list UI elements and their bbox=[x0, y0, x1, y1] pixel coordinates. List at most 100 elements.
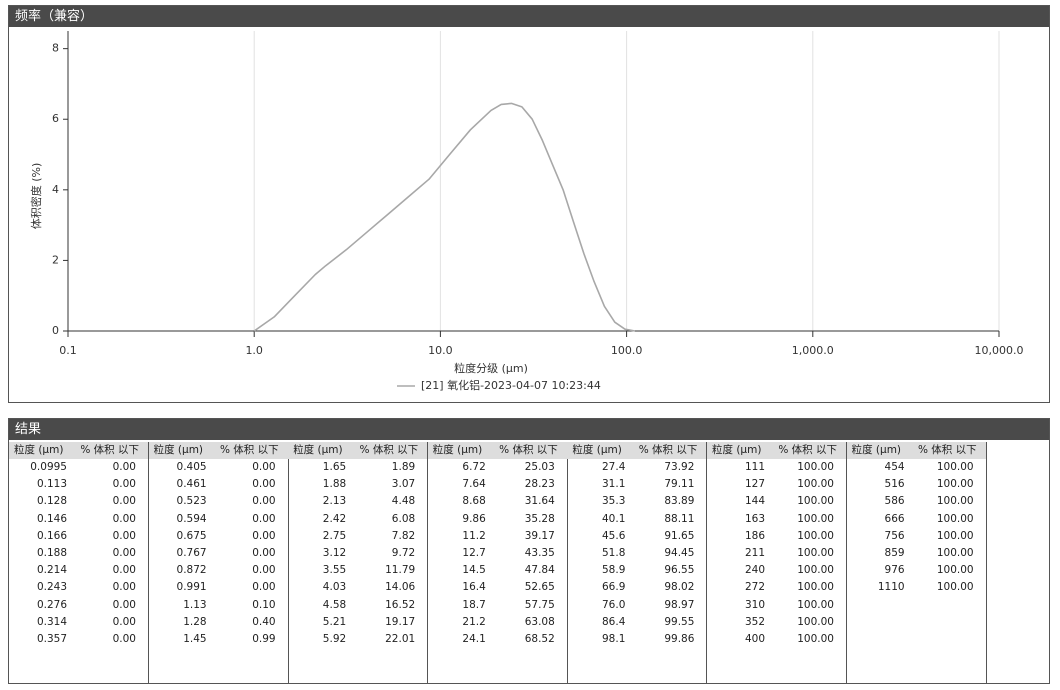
result-group: 粒度 (μm) % 体积 以下 6.72 25.03 7.64 28.23 8.68 31.6… bbox=[427, 442, 568, 683]
data-row: 454 100.00 bbox=[847, 459, 986, 476]
size-cell: 144 bbox=[744, 495, 765, 508]
data-row: 7.64 28.23 bbox=[428, 476, 567, 493]
size-cell: 18.7 bbox=[462, 598, 486, 611]
size-cell: 12.7 bbox=[462, 546, 486, 559]
percent-cell: 1.89 bbox=[391, 461, 416, 473]
header-row: 粒度 (μm) % 体积 以下 bbox=[427, 442, 567, 459]
percent-cell: 98.02 bbox=[664, 581, 695, 594]
percent-cell: 100.00 bbox=[797, 632, 834, 645]
percent-cell: 0.00 bbox=[252, 495, 276, 508]
data-row: 144 100.00 bbox=[707, 493, 846, 510]
y-axis-title: 体积密度 (%) bbox=[29, 163, 43, 230]
data-row: 400 100.00 bbox=[707, 631, 846, 648]
size-cell: 0.276 bbox=[36, 598, 67, 611]
percent-cell: 100.00 bbox=[797, 615, 834, 628]
percent-cell: 100.00 bbox=[936, 512, 974, 525]
data-row: 0.276 0.00 bbox=[9, 597, 148, 614]
panel-title: 频率（兼容） bbox=[9, 6, 1049, 27]
percent-cell: 88.11 bbox=[664, 512, 695, 525]
percent-cell: 68.52 bbox=[524, 632, 555, 645]
percent-cell: 100.00 bbox=[797, 564, 834, 577]
percent-cell: 0.00 bbox=[112, 598, 136, 611]
size-cell: 6.72 bbox=[462, 461, 486, 473]
data-row: 86.4 99.55 bbox=[567, 614, 706, 631]
legend-label: [21] 氧化铝-2023-04-07 10:23:44 bbox=[421, 378, 601, 392]
data-row: 516 100.00 bbox=[847, 476, 986, 493]
size-cell: 51.8 bbox=[602, 546, 626, 559]
header-cell: 粒度 (μm) bbox=[153, 444, 204, 456]
percent-cell: 35.28 bbox=[524, 512, 555, 525]
percent-cell: 0.99 bbox=[252, 632, 276, 645]
percent-cell: 0.10 bbox=[252, 598, 276, 611]
percent-cell: 63.08 bbox=[524, 615, 555, 628]
size-cell: 45.6 bbox=[602, 529, 626, 542]
percent-cell: 9.72 bbox=[391, 546, 416, 559]
percent-cell: 0.00 bbox=[252, 478, 276, 491]
percent-cell: 94.45 bbox=[664, 546, 695, 559]
percent-cell: 100.00 bbox=[936, 478, 974, 491]
header-row: 粒度 (μm) % 体积 以下 bbox=[567, 442, 707, 459]
data-row: 0.461 0.00 bbox=[149, 476, 288, 493]
size-cell: 98.1 bbox=[602, 632, 626, 645]
result-group: 粒度 (μm)% 体积 以下 1.65 1.89 1.88 3.07 2.13 4.48 2.… bbox=[288, 442, 429, 683]
size-cell: 352 bbox=[744, 615, 765, 628]
percent-cell: 99.86 bbox=[664, 632, 695, 645]
x-axis-title: 粒度分级 (μm) bbox=[454, 361, 528, 375]
y-tick-label: 0 bbox=[52, 324, 59, 337]
size-cell: 27.4 bbox=[602, 461, 626, 473]
size-cell: 0.405 bbox=[176, 461, 207, 473]
data-row: 186 100.00 bbox=[707, 528, 846, 545]
size-cell: 16.4 bbox=[462, 581, 486, 594]
size-cell: 76.0 bbox=[602, 598, 626, 611]
data-row: 4.58 16.52 bbox=[288, 597, 427, 614]
results-title: 结果 bbox=[9, 419, 1049, 440]
percent-cell: 28.23 bbox=[524, 478, 555, 491]
x-tick-label: 1.0 bbox=[245, 344, 263, 357]
size-cell: 35.3 bbox=[602, 495, 626, 508]
size-cell: 272 bbox=[744, 581, 765, 594]
size-cell: 2.13 bbox=[322, 495, 347, 508]
data-row: 127 100.00 bbox=[707, 476, 846, 493]
percent-cell: 31.64 bbox=[524, 495, 555, 508]
percent-cell: 6.08 bbox=[391, 512, 416, 525]
data-row: 11.2 39.17 bbox=[428, 528, 567, 545]
percent-cell: 79.11 bbox=[664, 478, 695, 491]
header-cell: % 体积 以下 bbox=[638, 444, 698, 456]
percent-cell: 100.00 bbox=[936, 461, 974, 473]
data-row: 76.0 98.97 bbox=[567, 597, 706, 614]
size-cell: 0.214 bbox=[36, 564, 67, 577]
size-cell: 211 bbox=[744, 546, 765, 559]
header-cell: % 体积 以下 bbox=[499, 444, 558, 456]
percent-cell: 0.40 bbox=[252, 615, 276, 628]
size-cell: 0.675 bbox=[176, 529, 207, 542]
percent-cell: 100.00 bbox=[936, 529, 974, 542]
data-row: 0.523 0.00 bbox=[149, 493, 288, 510]
size-cell: 1.65 bbox=[322, 461, 347, 473]
size-cell: 454 bbox=[884, 461, 905, 473]
percent-cell: 0.00 bbox=[112, 615, 136, 628]
size-cell: 859 bbox=[884, 546, 905, 559]
data-row: 1110 100.00 bbox=[847, 579, 986, 596]
header-cell: 粒度 (μm) bbox=[432, 444, 483, 456]
data-row: 58.9 96.55 bbox=[567, 562, 706, 579]
size-cell: 31.1 bbox=[602, 478, 626, 491]
percent-cell: 0.00 bbox=[252, 529, 276, 542]
percent-cell: 22.01 bbox=[385, 632, 416, 645]
size-cell: 4.03 bbox=[322, 581, 347, 594]
data-row: 310 100.00 bbox=[707, 597, 846, 614]
percent-cell: 0.00 bbox=[252, 461, 276, 473]
size-cell: 7.64 bbox=[462, 478, 486, 491]
size-cell: 0.523 bbox=[176, 495, 207, 508]
data-row: 2.13 4.48 bbox=[288, 493, 427, 510]
percent-cell: 0.00 bbox=[252, 564, 276, 577]
data-row: 8.68 31.64 bbox=[428, 493, 567, 510]
data-row: 859 100.00 bbox=[847, 545, 986, 562]
data-row: 0.243 0.00 bbox=[9, 579, 148, 596]
percent-cell: 0.00 bbox=[112, 581, 136, 594]
percent-cell: 11.79 bbox=[385, 564, 416, 577]
data-row: 2.75 7.82 bbox=[288, 528, 427, 545]
percent-cell: 0.00 bbox=[112, 632, 136, 645]
data-row: 0.405 0.00 bbox=[149, 459, 288, 476]
size-cell: 9.86 bbox=[462, 512, 486, 525]
